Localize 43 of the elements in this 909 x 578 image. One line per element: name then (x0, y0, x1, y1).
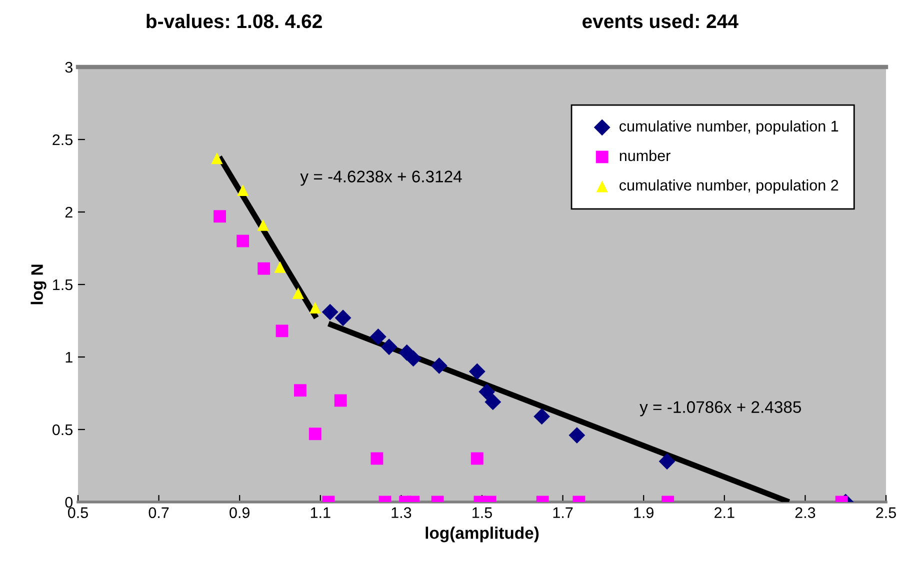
text: events used: 244 (582, 14, 738, 28)
point (257, 219, 269, 231)
x-tick-label: 2.1 (714, 507, 734, 518)
y-axis-title: log N (30, 264, 46, 304)
point (309, 302, 321, 314)
text: b-values: 1.08. 4.62 (146, 14, 322, 28)
point (370, 328, 386, 345)
y-tick-label: 0 (65, 496, 73, 508)
x-tick-label: 0.9 (230, 507, 250, 518)
x-tick-label: 1.7 (553, 507, 573, 518)
x-axis-title: log(amplitude) (426, 526, 539, 542)
point (258, 262, 270, 275)
point (274, 261, 286, 273)
x-tick-label: 2.3 (795, 507, 816, 518)
point (468, 363, 486, 380)
point (405, 350, 422, 367)
y-tick-label: 1.5 (53, 280, 72, 290)
legend-label: cumulative number, population 2 (620, 179, 838, 194)
point (380, 338, 398, 356)
point (214, 210, 226, 223)
y-tick-label: 2.5 (52, 134, 72, 146)
legend-label: cumulative number, population 1 (620, 120, 838, 135)
legend-label: number (620, 150, 670, 162)
x-tick-label: 1.3 (392, 507, 412, 518)
point (236, 234, 250, 248)
x-tick-label: 1.1 (310, 507, 330, 518)
x-tick-label: 1.5 (472, 507, 492, 518)
point (430, 357, 448, 374)
point (294, 384, 306, 397)
point (334, 394, 347, 407)
y-tick-label: 1 (66, 352, 72, 363)
x-tick-label: 2.5 (876, 507, 896, 518)
y-tick-label: 2 (65, 206, 72, 218)
point (334, 310, 352, 326)
annotation: y = -1.0786x + 2.4385 (640, 401, 802, 416)
point (276, 324, 288, 338)
x-tick-label: 1.9 (634, 507, 654, 518)
y-tick-label: 3 (65, 62, 72, 73)
y-tick-label: 0.5 (52, 424, 72, 436)
annotation: y = -4.6238x + 6.3124 (300, 170, 462, 186)
point (292, 287, 304, 300)
x-tick-label: 0.7 (148, 507, 169, 518)
point (322, 304, 338, 320)
